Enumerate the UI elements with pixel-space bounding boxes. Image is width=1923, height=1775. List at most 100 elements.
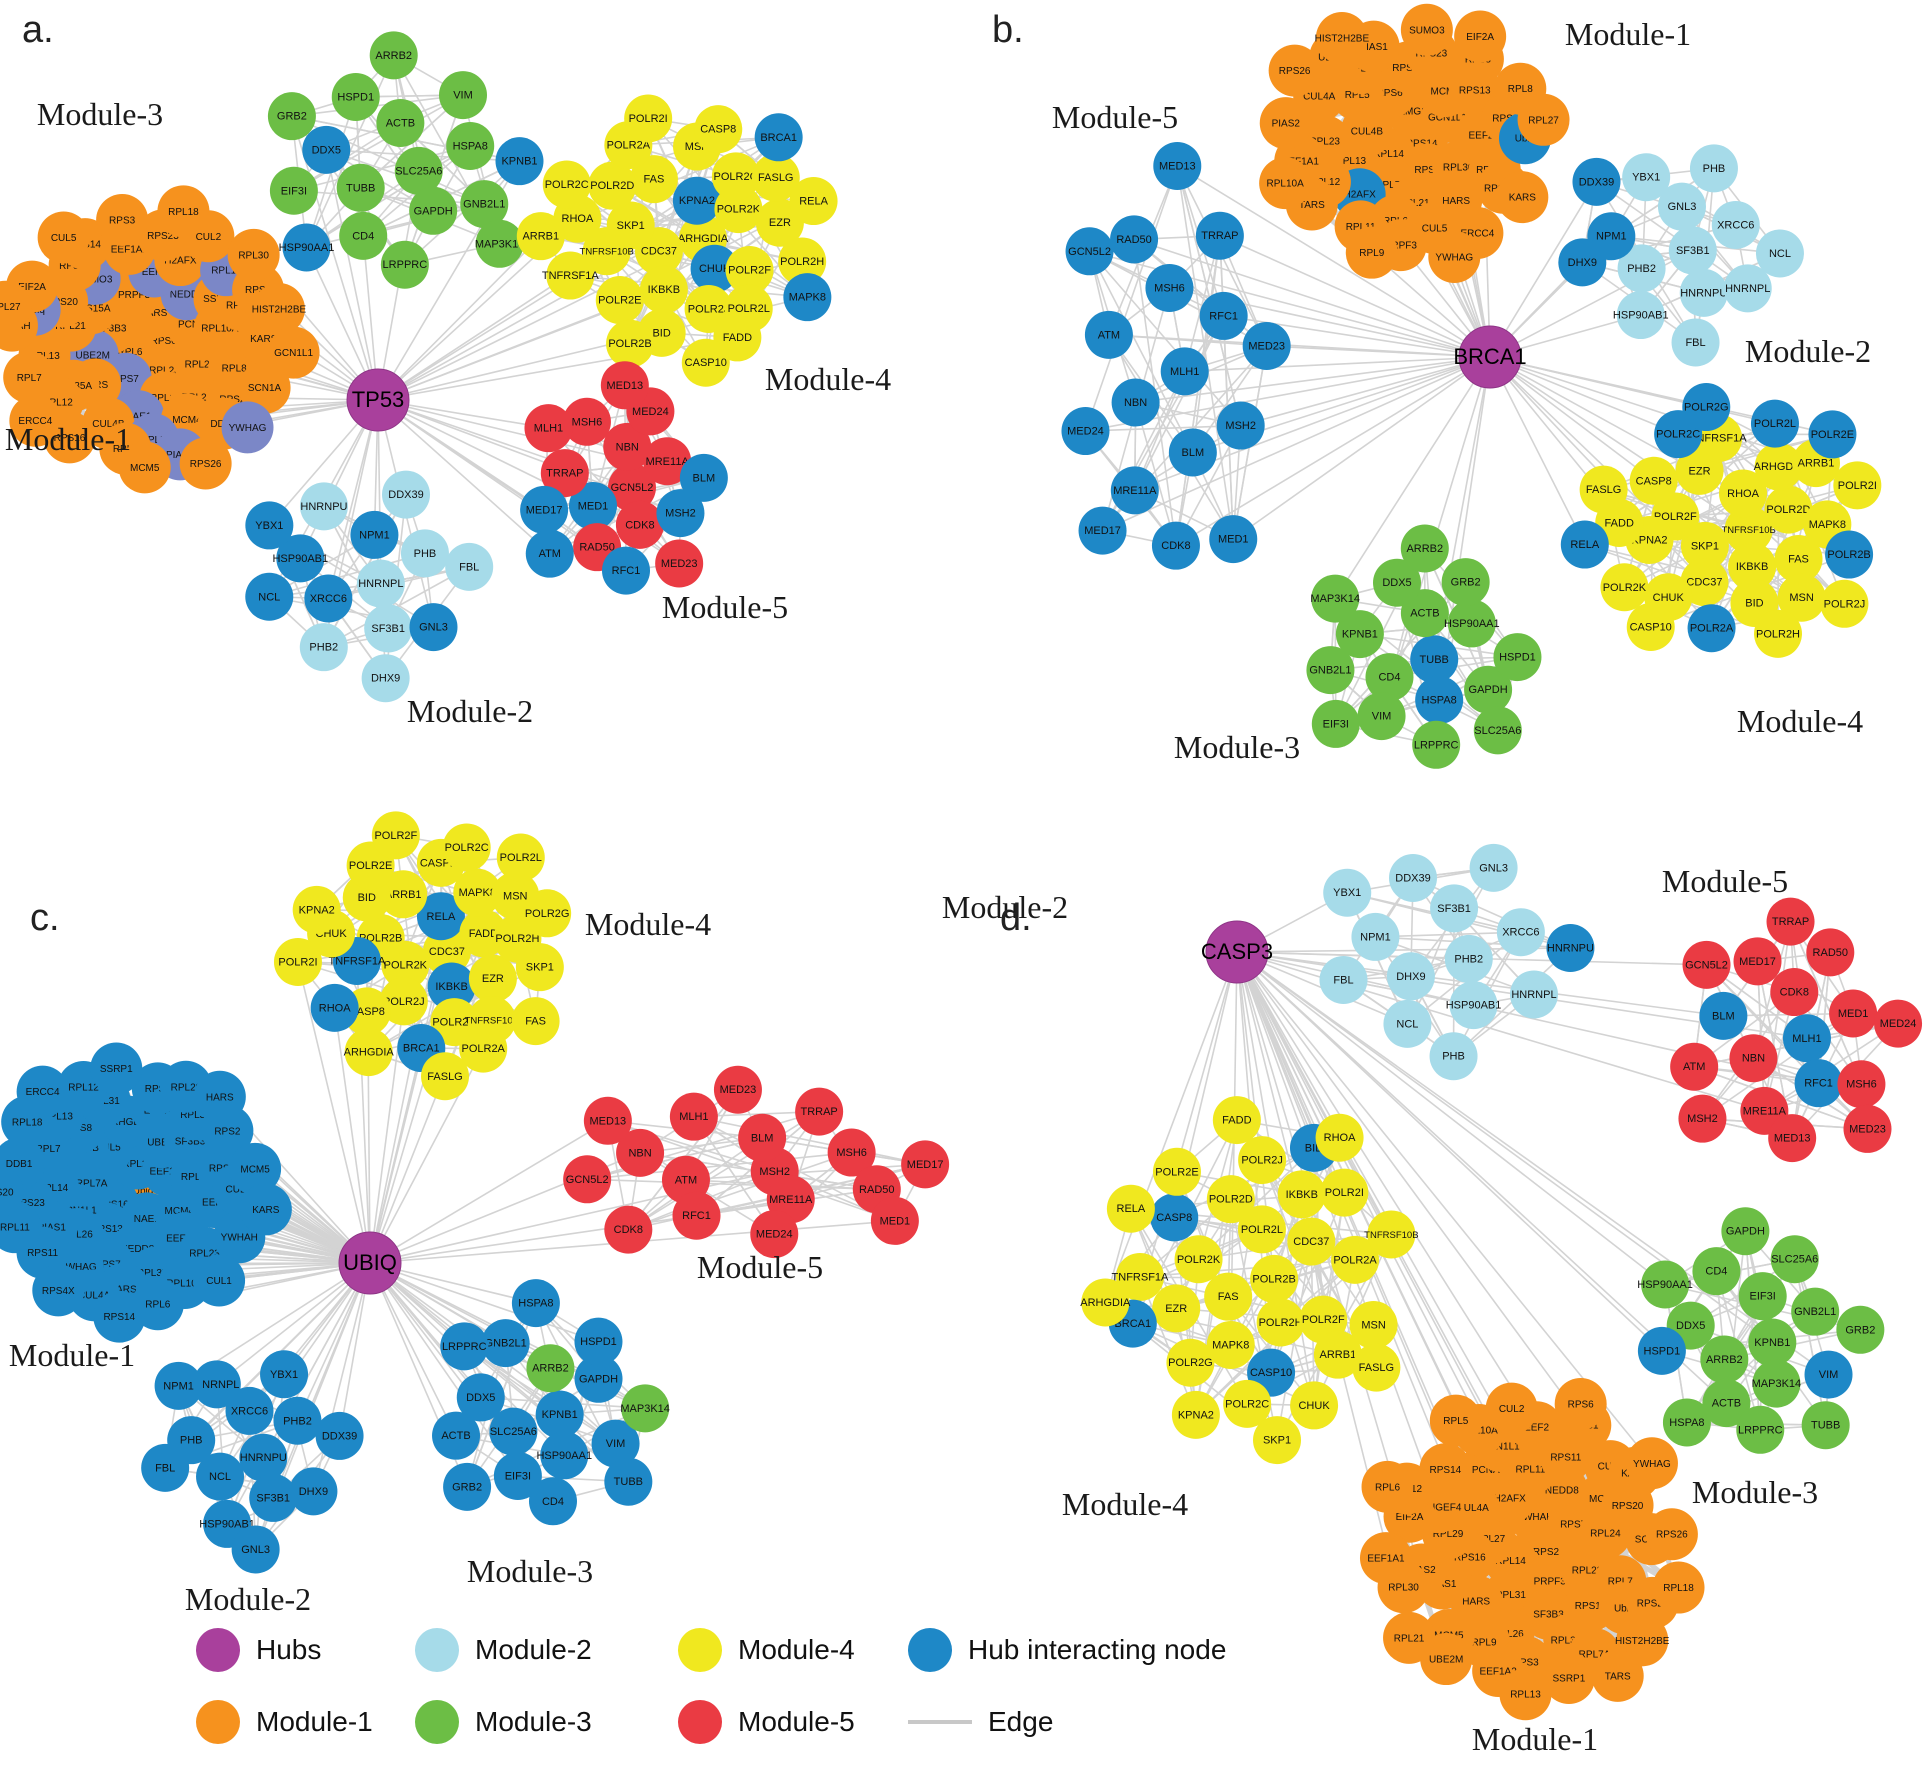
node-label: GNB2L1 xyxy=(463,199,505,211)
node-circle xyxy=(310,983,359,1032)
node-label: TARS xyxy=(111,1284,137,1295)
node-label: POLR2L xyxy=(1241,1224,1283,1236)
node-label: RPS3 xyxy=(145,1084,172,1095)
node-label: POLR2I xyxy=(1838,480,1877,492)
node-label: KARS xyxy=(1509,193,1537,204)
node-label: RELA xyxy=(799,196,828,208)
node-label: CUL2 xyxy=(1499,1404,1525,1415)
node-KPNA2: KPNA2 xyxy=(672,176,721,225)
node-CDC37: CDC37 xyxy=(1680,558,1729,607)
node-label: POLR2K xyxy=(384,959,428,971)
node-label: IKBKB xyxy=(435,981,467,993)
node-ERCC4: ERCC4 xyxy=(16,1065,69,1118)
node-SF3B1: SF3B1 xyxy=(249,1473,298,1522)
module-label-a-Module-4: Module-4 xyxy=(765,361,891,397)
node-RELA: RELA xyxy=(789,177,838,226)
node-RPS4X: RPS4X xyxy=(32,1264,85,1317)
node-CDK8: CDK8 xyxy=(604,1205,653,1254)
node-label: EEF2 xyxy=(202,1197,227,1208)
node-label: RPS2 xyxy=(1414,165,1441,176)
node-circle xyxy=(1808,410,1857,459)
node-label: PHB xyxy=(1703,163,1726,175)
node-circle xyxy=(1711,200,1760,249)
node-label: RPL35A xyxy=(137,1268,175,1279)
node-label: XRCC6 xyxy=(1502,927,1539,939)
node-label: TRRAP xyxy=(800,1106,837,1118)
node-label: CD4 xyxy=(542,1496,564,1508)
node-label: RHOA xyxy=(1727,488,1759,500)
node-label: RFC1 xyxy=(1209,310,1238,322)
node-label: FBL xyxy=(155,1462,175,1474)
node-label: PHB xyxy=(414,548,437,560)
node-RPL9: RPL9 xyxy=(1345,226,1398,279)
hub-edge xyxy=(1266,345,1491,358)
node-circle xyxy=(574,1317,623,1366)
node-FAS: FAS xyxy=(511,997,560,1046)
node-ATM: ATM xyxy=(1084,310,1133,359)
node-label: POLR2I xyxy=(278,956,317,968)
node-label: RPL10A xyxy=(201,323,239,334)
node-label: RPS15A xyxy=(72,304,111,315)
legend-swatch-icon xyxy=(415,1700,459,1744)
node-ATM: ATM xyxy=(525,529,574,578)
hub-circle xyxy=(346,368,410,432)
node-circle xyxy=(453,868,502,917)
node-CDK8: CDK8 xyxy=(615,500,664,549)
node-circle xyxy=(1678,1094,1727,1143)
node-circle xyxy=(711,152,760,201)
hub-TP53: TP53 xyxy=(346,368,410,432)
node-circle xyxy=(600,361,649,410)
node-HNRNPU: HNRNPU xyxy=(1679,268,1728,317)
node-circle xyxy=(1306,646,1355,695)
node-YWHAG: YWHAG xyxy=(1625,1437,1678,1490)
node-label: MSH6 xyxy=(1846,1079,1877,1091)
node-label: PIAS1 xyxy=(38,1222,67,1233)
node-label: KPNA2 xyxy=(299,904,335,916)
node-label: POLR2K xyxy=(1603,582,1647,594)
node-circle xyxy=(1464,665,1513,714)
node-circle xyxy=(1777,573,1826,622)
node-label: RPL27 xyxy=(1528,115,1559,126)
node-circle xyxy=(1766,897,1815,946)
node-HNRNPL: HNRNPL xyxy=(192,1360,241,1409)
node-label: MED17 xyxy=(907,1159,944,1171)
node-CD4: CD4 xyxy=(1365,653,1414,702)
node-VIM: VIM xyxy=(591,1419,640,1468)
node-KPNB1: KPNB1 xyxy=(535,1390,584,1439)
node-circle xyxy=(1373,558,1422,607)
node-label: YWHAH xyxy=(1516,1512,1553,1523)
node-POLR2F: POLR2F xyxy=(371,811,420,860)
node-label: RAD50 xyxy=(579,542,614,554)
node-circle xyxy=(1825,530,1874,579)
node-circle xyxy=(1238,1136,1287,1185)
node-label: HSP90AB1 xyxy=(1613,310,1669,322)
hub-edge xyxy=(1176,165,1491,358)
hub-edge xyxy=(216,1262,371,1385)
node-ARRB1: ARRB1 xyxy=(516,212,565,261)
node-circle xyxy=(604,1205,653,1254)
node-label: POLR2A xyxy=(1333,1254,1377,1266)
node-CD4: CD4 xyxy=(528,1477,577,1526)
node-label: PHB2 xyxy=(1627,263,1656,275)
node-label: YBX1 xyxy=(1333,887,1361,899)
node-circle xyxy=(1723,264,1772,313)
node-label: FASLG xyxy=(427,1071,462,1083)
node-circle xyxy=(376,98,425,147)
hub-UBIQ: UBIQ xyxy=(338,1231,402,1295)
node-circle xyxy=(1313,1330,1362,1379)
legend-item-module-4: Module-4 xyxy=(678,1628,855,1672)
node-label: RPL29 xyxy=(1433,1529,1464,1540)
node-ARHGDIA: ARHGDIA xyxy=(344,1028,394,1077)
hub-label: UBIQ xyxy=(343,1250,397,1275)
node-label: KPNA2 xyxy=(1178,1409,1214,1421)
node-CDC37: CDC37 xyxy=(1287,1217,1336,1266)
node-HSP90AA1: HSP90AA1 xyxy=(536,1431,592,1480)
node-label: EEF1A1 xyxy=(1282,156,1320,167)
node-label: CASP10 xyxy=(1630,622,1672,634)
node-circle xyxy=(525,529,574,578)
module-label-a-Module-3: Module-3 xyxy=(37,96,163,132)
node-label: NPM1 xyxy=(359,529,390,541)
node-label: MED13 xyxy=(606,380,643,392)
node-label: RPL23 xyxy=(189,1249,220,1260)
node-label: RFC1 xyxy=(682,1210,711,1222)
